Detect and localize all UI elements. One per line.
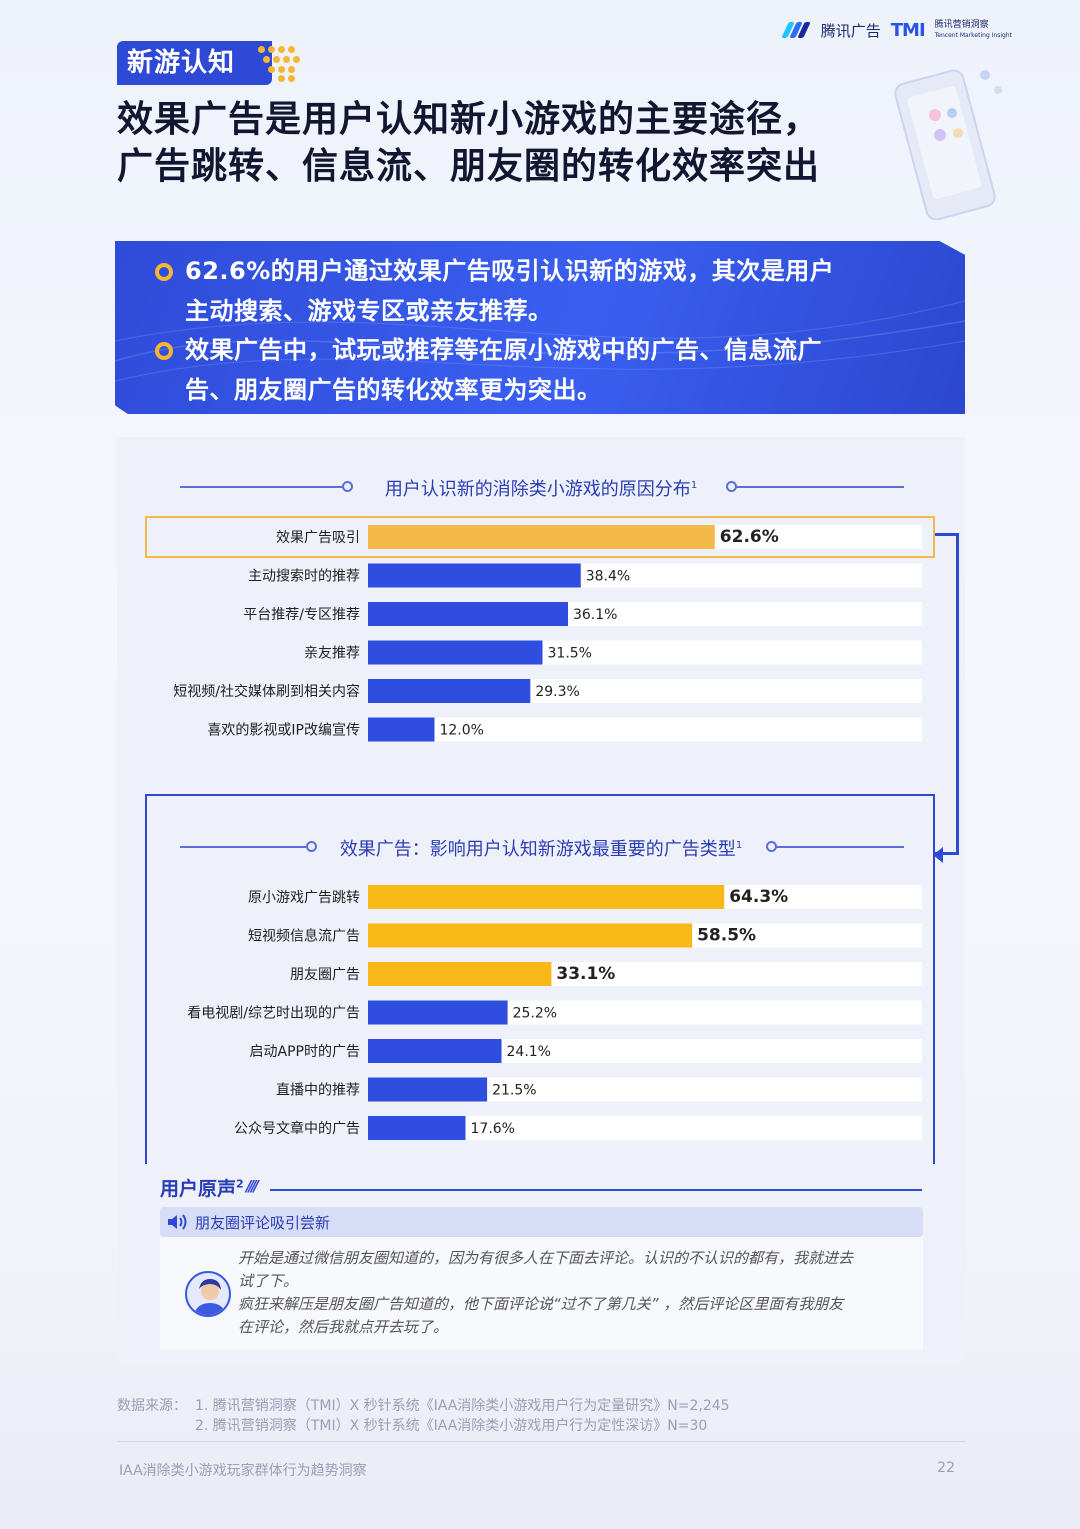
value-label: 38.4% xyxy=(586,569,630,585)
footer-divider xyxy=(117,1441,965,1442)
brand-name: 腾讯广告 xyxy=(820,22,881,40)
arrow-left-icon xyxy=(933,847,943,863)
user-voice-title-text: 用户原声 xyxy=(160,1178,237,1200)
tmi-subtitle-cn: 腾讯营销洞察 xyxy=(934,20,989,30)
value-label: 31.5% xyxy=(548,646,592,662)
bar xyxy=(368,1000,508,1025)
page-number: 22 xyxy=(937,1460,955,1476)
tmi-logo: TMI xyxy=(890,20,926,41)
connector-bracket xyxy=(935,533,959,855)
bar xyxy=(368,1077,488,1102)
speaker-icon xyxy=(168,1214,187,1230)
bar xyxy=(368,525,715,549)
chart2-title: 效果广告：影响用户认知新游戏最重要的广告类型1 xyxy=(117,835,965,861)
header-logos: 腾讯广告 TMI 腾讯营销洞察 Tencent Marketing Insigh… xyxy=(781,20,1012,41)
banner-point-1: 62.6%的用户通过效果广告吸引认识新的游戏，其次是用户 主动搜索、游戏专区或亲… xyxy=(155,251,935,331)
data-source-1: 1. 腾讯营销洞察（TMI）X 秒针系统《IAA消除类小游戏用户行为定量研究》N… xyxy=(195,1398,730,1414)
value-label: 12.0% xyxy=(439,723,483,739)
value-label: 62.6% xyxy=(720,527,779,547)
quote-1-line-2: 试了下。 xyxy=(238,1272,299,1290)
category-label: 看电视剧/综艺时出现的广告 xyxy=(187,1006,360,1022)
data-source: 数据来源： 1. 腾讯营销洞察（TMI）X 秒针系统《IAA消除类小游戏用户行为定… xyxy=(117,1396,730,1436)
bar xyxy=(368,923,693,948)
value-label: 25.2% xyxy=(513,1006,557,1022)
quote-2-line-2: 在评论，然后我就点开去玩了。 xyxy=(238,1318,449,1336)
bar-track xyxy=(368,717,922,742)
category-label: 效果广告吸引 xyxy=(276,530,360,546)
value-label: 36.1% xyxy=(573,607,617,623)
bar xyxy=(368,1039,502,1063)
value-label: 24.1% xyxy=(507,1044,551,1060)
page-headline: 效果广告是用户认知新小游戏的主要途径， 广告跳转、信息流、朋友圈的转化效率突出 xyxy=(117,96,820,190)
slash-decoration: //// xyxy=(246,1177,259,1195)
banner-point-2-line-1: 效果广告中，试玩或推荐等在原小游戏中的广告、信息流广 xyxy=(185,336,822,364)
quote-card xyxy=(160,1237,923,1350)
chart2-title-text: 效果广告：影响用户认知新游戏最重要的广告类型 xyxy=(339,839,736,860)
bar xyxy=(368,885,725,909)
banner-point-1-line-1: 62.6%的用户通过效果广告吸引认识新的游戏，其次是用户 xyxy=(185,257,835,285)
banner-point-1-line-2: 主动搜索、游戏专区或亲友推荐。 xyxy=(185,297,553,325)
user-voice-underline xyxy=(270,1189,922,1191)
headline-line-2: 广告跳转、信息流、朋友圈的转化效率突出 xyxy=(117,146,821,187)
bar xyxy=(368,679,531,703)
chart2-title-sup: 1 xyxy=(735,840,743,851)
banner-point-2-line-2: 告、朋友圈广告的转化效率更为突出。 xyxy=(185,376,602,404)
phone-illustration-icon xyxy=(894,69,1002,220)
chart1-title-text: 用户认识新的消除类小游戏的原因分布 xyxy=(384,479,691,500)
tmi-subtitle: 腾讯营销洞察 Tencent Marketing Insight xyxy=(935,20,1012,41)
banner-decoration xyxy=(115,300,965,382)
report-name: IAA消除类小游戏玩家群体行为趋势洞察 xyxy=(119,1463,367,1479)
user-avatar-icon xyxy=(185,1271,231,1317)
category-label: 短视频信息流广告 xyxy=(248,928,360,945)
tmi-subtitle-en: Tencent Marketing Insight xyxy=(934,32,1012,39)
user-voice-title: 用户原声2 xyxy=(160,1174,244,1201)
bar xyxy=(368,962,552,986)
quote-2-line-1: 疯狂来解压是朋友圈广告知道的，他下面评论说“过不了第几关” ，然后评论区里面有我… xyxy=(238,1295,844,1313)
data-source-label: 数据来源： xyxy=(117,1398,187,1414)
value-label: 21.5% xyxy=(492,1083,536,1099)
category-label: 公众号文章中的广告 xyxy=(234,1120,360,1137)
bar xyxy=(368,563,581,588)
chart1-title: 用户认识新的消除类小游戏的原因分布1 xyxy=(117,475,965,501)
value-label: 58.5% xyxy=(697,926,756,946)
banner-point-2: 效果广告中，试玩或推荐等在原小游戏中的广告、信息流广 告、朋友圈广告的转化效率更… xyxy=(155,330,935,410)
category-label: 原小游戏广告跳转 xyxy=(248,890,360,906)
bar xyxy=(368,1116,466,1140)
bar xyxy=(368,717,435,742)
quote-1-line-1: 开始是通过微信朋友圈知道的，因为有很多人在下面去评论。认识的不认识的都有，我就进… xyxy=(238,1249,854,1267)
value-label: 29.3% xyxy=(535,684,579,700)
voice-topic-bar xyxy=(160,1207,923,1237)
category-label: 平台推荐/专区推荐 xyxy=(243,607,360,623)
data-source-2: 2. 腾讯营销洞察（TMI）X 秒针系统《IAA消除类小游戏用户行为定性深访》N… xyxy=(195,1418,708,1434)
summary-banner: 62.6%的用户通过效果广告吸引认识新的游戏，其次是用户 主动搜索、游戏专区或亲… xyxy=(115,241,965,414)
category-label: 喜欢的影视或IP改编宣传 xyxy=(207,723,360,739)
bullet-circle-icon xyxy=(155,263,173,281)
value-label: 17.6% xyxy=(471,1121,515,1137)
quote-2: 疯狂来解压是朋友圈广告知道的，他下面评论说“过不了第几关” ，然后评论区里面有我… xyxy=(238,1293,908,1339)
quote-1: 开始是通过微信朋友圈知道的，因为有很多人在下面去评论。认识的不认识的都有，我就进… xyxy=(238,1247,908,1293)
section-tag: 新游认知 xyxy=(117,41,272,85)
category-label: 主动搜索时的推荐 xyxy=(248,568,360,585)
bar xyxy=(368,602,568,626)
headline-line-1: 效果广告是用户认知新小游戏的主要途径， xyxy=(117,99,821,140)
tag-dots-decoration xyxy=(258,44,308,82)
bar xyxy=(368,640,543,665)
chart1-title-sup: 1 xyxy=(690,480,698,491)
category-label: 启动APP时的广告 xyxy=(250,1044,360,1060)
bullet-circle-icon xyxy=(155,342,173,360)
value-label: 33.1% xyxy=(556,964,615,984)
category-label: 直播中的推荐 xyxy=(276,1082,360,1099)
user-voice-sup: 2 xyxy=(236,1177,244,1191)
category-label: 亲友推荐 xyxy=(304,646,360,662)
category-label: 朋友圈广告 xyxy=(290,967,360,983)
highlight-box xyxy=(145,516,935,558)
chart2-frame xyxy=(145,794,935,1164)
voice-topic-text: 朋友圈评论吸引尝新 xyxy=(195,1214,331,1232)
category-label: 短视频/社交媒体刷到相关内容 xyxy=(173,683,360,700)
value-label: 64.3% xyxy=(729,887,788,907)
